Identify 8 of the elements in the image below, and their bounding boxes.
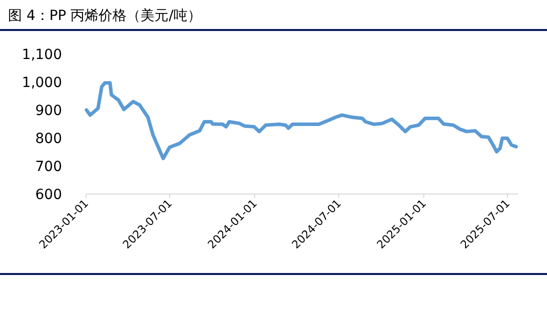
y-tick-label: 800 [35, 131, 62, 147]
line-series [84, 81, 518, 160]
y-tick-label: 1,100 [22, 47, 62, 63]
y-tick-label: 600 [35, 187, 62, 203]
y-tick-label: 900 [35, 103, 62, 119]
y-tick-label: 700 [35, 159, 62, 175]
chart-title: 图 4：PP 丙烯价格（美元/吨） [8, 8, 202, 24]
y-tick-label: 1,000 [22, 75, 62, 91]
